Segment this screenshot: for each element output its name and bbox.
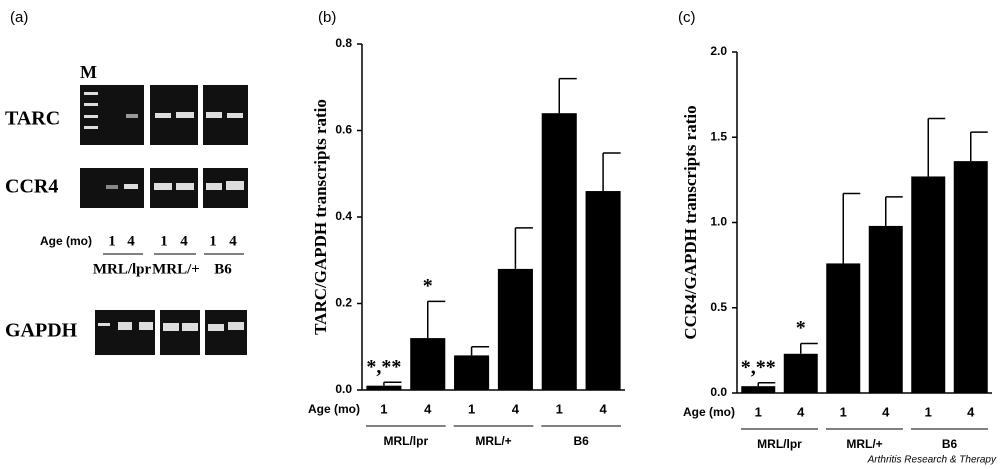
- group-label: MRL/+: [152, 261, 200, 277]
- credit: Arthritis Research & Therapy: [867, 455, 997, 466]
- x-tick-label: 1: [925, 404, 932, 419]
- row-label: GAPDH: [5, 320, 78, 342]
- x-tick-label: 4: [882, 404, 890, 419]
- annotation: *,**: [366, 356, 401, 378]
- bar: [868, 225, 903, 393]
- x-tick-label: 4: [967, 404, 975, 419]
- y-tick-label: 0.2: [335, 296, 352, 310]
- x-tick-label: 1: [468, 401, 475, 416]
- y-tick-label: 1.5: [710, 129, 727, 143]
- lane-label: 4: [127, 233, 135, 249]
- gel-panel: (a) M TARC CCR4 GAPDH Age (mo) 1 4: [5, 9, 248, 355]
- bands: [98, 322, 244, 331]
- group-label: B6: [942, 437, 958, 451]
- lane-label: 1: [209, 233, 217, 249]
- bar: [783, 353, 818, 393]
- group-label: MRL/lpr: [93, 261, 152, 277]
- gel: [95, 310, 155, 355]
- annotation: *,**: [741, 356, 776, 378]
- bar: [826, 263, 861, 393]
- panel-label: (b): [318, 9, 336, 26]
- bar: [497, 268, 533, 390]
- lane-label: 4: [229, 233, 237, 249]
- x-tick-label: 1: [840, 404, 847, 419]
- panel-label: (c): [678, 9, 696, 26]
- age-label: Age (mo): [40, 234, 92, 248]
- y-axis-label: TARC/GAPDH transcripts ratio: [311, 99, 330, 335]
- bar: [454, 355, 490, 390]
- y-tick-label: 0.8: [335, 36, 352, 50]
- lane-label: 1: [160, 233, 168, 249]
- bar: [741, 386, 776, 393]
- gel: [205, 310, 247, 355]
- x-axis-label: Age (mo): [683, 405, 735, 419]
- bar: [911, 176, 946, 393]
- y-tick-label: 0.0: [710, 385, 727, 399]
- group-label: MRL/lpr: [757, 437, 802, 451]
- gel: [160, 310, 200, 355]
- group-label: B6: [573, 434, 589, 448]
- y-tick-label: 0.6: [335, 123, 352, 137]
- y-tick-label: 0.0: [335, 382, 352, 396]
- x-tick-label: 1: [380, 401, 387, 416]
- y-tick-label: 1.0: [710, 215, 727, 229]
- group-label: B6: [214, 261, 232, 277]
- bands: [106, 181, 244, 190]
- y-axis-label: CCR4/GAPDH transcripts ratio: [681, 105, 700, 339]
- x-tick-label: 4: [424, 401, 432, 416]
- group-label: MRL/+: [475, 434, 511, 448]
- bar: [366, 385, 402, 390]
- marker-label: M: [80, 62, 97, 82]
- panel-label: (a): [10, 9, 28, 26]
- bands: [84, 92, 243, 129]
- bar: [953, 161, 988, 393]
- group-label: MRL/+: [846, 437, 882, 451]
- lane-label: 1: [108, 233, 116, 249]
- row-label: TARC: [5, 108, 60, 130]
- lane-label: 4: [180, 233, 188, 249]
- annotation: *: [796, 317, 806, 339]
- x-tick-label: 4: [797, 404, 805, 419]
- y-tick-label: 0.4: [335, 209, 352, 223]
- bar: [541, 113, 577, 390]
- annotation: *: [423, 275, 433, 297]
- x-tick-label: 4: [512, 401, 520, 416]
- x-tick-label: 4: [599, 401, 607, 416]
- row-label: CCR4: [5, 176, 58, 198]
- x-axis-label: Age (mo): [308, 402, 360, 416]
- group-label: MRL/lpr: [383, 434, 428, 448]
- bar: [585, 191, 621, 390]
- y-tick-label: 2.0: [710, 44, 727, 58]
- bar: [410, 338, 446, 390]
- x-tick-label: 1: [755, 404, 762, 419]
- y-tick-label: 0.5: [710, 300, 727, 314]
- x-tick-label: 1: [556, 401, 563, 416]
